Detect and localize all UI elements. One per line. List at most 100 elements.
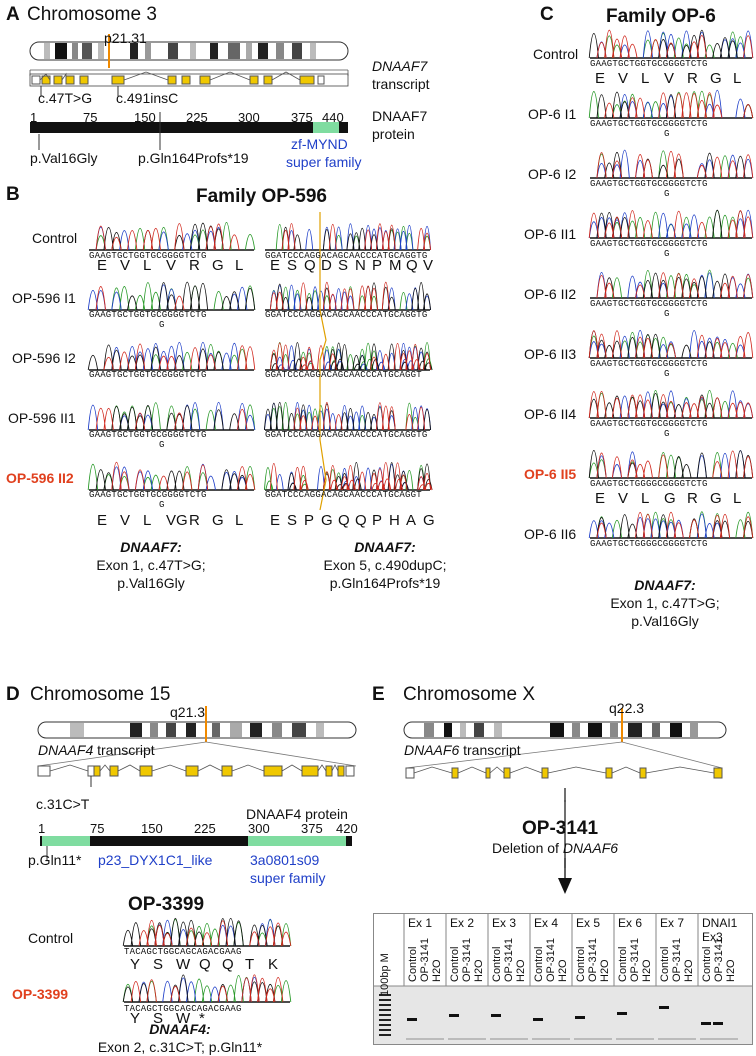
panel-d-title: Chromosome 15: [30, 684, 171, 705]
panel-d-diagram: [37, 706, 357, 787]
d-tick: 300: [248, 821, 270, 836]
gel-background: [374, 986, 752, 1044]
b-seq-left: GAAGTGCTGGTGCGGGGTCTG: [89, 310, 207, 320]
frameshift-guide-line: [319, 212, 327, 511]
ladder-band: [379, 999, 391, 1001]
trace-channel: [281, 226, 396, 251]
trace-channel: [269, 286, 408, 311]
tick-75: 75: [83, 110, 98, 125]
ladder-band: [379, 1034, 391, 1036]
b-aa-left-top: L: [143, 257, 152, 274]
b-aa-right-top: S: [338, 257, 349, 274]
c-row-label: Control: [533, 46, 579, 62]
trace-channel: [619, 90, 746, 119]
e-deletion-line: Deletion of DNAAF6: [492, 840, 618, 856]
ladder-band: [379, 1019, 391, 1021]
c-aa-top: E: [595, 70, 606, 87]
b-seq-right: GGATCCCAGGACAGCAACCCATGCAGGT: [265, 490, 422, 500]
d-aa-top: Q: [222, 956, 234, 973]
b-seq-right: GGATCCCAGGACAGCAACCCATGCAGGTG: [265, 251, 428, 261]
domain-label-line2: super family: [286, 154, 362, 170]
trace-channel: [588, 450, 754, 479]
b-aa-right-bottom: E: [270, 512, 281, 529]
primer-dimer: [616, 1038, 654, 1040]
primer-dimer: [574, 1038, 612, 1040]
trace-channel: [111, 462, 256, 491]
panel-c-letter: C: [540, 4, 554, 25]
c-row-label: OP-6 I1: [528, 106, 577, 122]
chromosome-x-ideogram: [403, 721, 727, 739]
gel-lane-group-header: Ex 4: [534, 916, 559, 930]
panel-e-letter: E: [372, 684, 385, 705]
d-transcript-gene: DNAAF4: [38, 742, 94, 758]
b-row-label: OP-596 I2: [12, 350, 76, 366]
tick-440: 440: [322, 110, 344, 125]
panel-a-title: Chromosome 3: [27, 4, 157, 25]
chromosome-band-label: p21.31: [104, 30, 147, 46]
trace-channel: [604, 152, 746, 179]
d-row-label-affected: OP-3399: [12, 986, 69, 1002]
trace-channel: [111, 464, 248, 491]
trace-channel: [95, 226, 224, 251]
panel-b-title: Family OP-596: [196, 186, 327, 207]
d-seq: TACAGCTGGCAGCAGACGAAG: [124, 1004, 242, 1014]
b-aa-left-bottom: E: [97, 512, 108, 529]
b-left-caption: DNAAF7: Exon 1, c.47T>G; p.Val16Gly: [76, 538, 226, 592]
gel-band-control: [449, 1014, 459, 1017]
trace-channel: [263, 402, 432, 431]
d-tick: 150: [141, 821, 163, 836]
d-chromatograms: [122, 918, 292, 1003]
b-seq-left: GAAGTGCTGGTGCGGGGTCTG: [89, 490, 207, 500]
c-row-label: OP-6 II6: [524, 526, 577, 542]
b-row-label: Control: [32, 230, 78, 246]
gel-lane-label: H2O: [515, 959, 527, 982]
e-band-label: q22.3: [609, 700, 645, 716]
trace-channel: [95, 469, 248, 491]
dnaaf6-transcript: [405, 766, 723, 779]
trace-channel: [604, 92, 754, 119]
trace-channel: [269, 284, 432, 311]
b-aa-right-bottom: S: [287, 512, 298, 529]
d-tick: 375: [301, 821, 323, 836]
trace-channel: [588, 330, 746, 359]
ladder-band: [379, 1029, 391, 1031]
c-caption: DNAAF7: Exon 1, c.47T>G; p.Val16Gly: [590, 576, 740, 630]
d-tick: 420: [336, 821, 358, 836]
b-row-label-affected: OP-596 II2: [6, 470, 74, 486]
ladder-band: [379, 1009, 391, 1011]
c-seq: GAAGTGCTGGTGCGGGGTCTG: [590, 419, 708, 429]
primer-dimer: [532, 1038, 570, 1040]
protein-word-label: protein: [372, 126, 415, 142]
trace-channel: [95, 286, 185, 311]
trace-channel: [596, 210, 746, 239]
c-seq: GAAGTGCTGGTGCGGGGTCTG: [590, 239, 708, 249]
b-aa-right-bottom: H: [389, 512, 400, 529]
trace-channel: [588, 332, 738, 359]
b-alt-base: G: [159, 440, 165, 450]
trace-channel: [596, 390, 731, 419]
c-seq: GAAGTGCTGGGGCGGGGTCTG: [590, 539, 708, 549]
trace-channel: [604, 272, 731, 299]
trace-channel: [127, 281, 256, 311]
b-aa-right-top: Q: [406, 257, 418, 274]
d-aa-bottom: W: [176, 1010, 191, 1027]
trace-channel: [596, 450, 754, 479]
caption-line: Exon 1, c.47T>G;: [610, 595, 720, 611]
primer-dimer: [700, 1038, 738, 1040]
arrow-down-icon: [558, 858, 572, 894]
b-aa-right-top: D: [321, 257, 332, 274]
gel-lane-label: Control: [491, 946, 503, 982]
d-variant-dna: c.31C>T: [36, 796, 90, 812]
b-seq-left: GAAGTGCTGGTGCGGGGTCTG: [89, 430, 207, 440]
dnaaf4-transcript: [37, 764, 355, 787]
c-aa-bottom: L: [641, 490, 650, 507]
gel-lane-label: OP-3141: [587, 937, 599, 982]
gel-lane-label: H2O: [683, 959, 695, 982]
gel-lane-label: H2O: [599, 959, 611, 982]
d-variant-prot: p.Gln11*: [28, 852, 82, 868]
trace-channel: [95, 222, 256, 251]
trace-channel: [287, 223, 432, 251]
gel-band-control: [407, 1018, 417, 1021]
gel-lane-label: OP-3141: [629, 937, 641, 982]
c-row-label-affected: OP-6 II5: [524, 466, 577, 482]
